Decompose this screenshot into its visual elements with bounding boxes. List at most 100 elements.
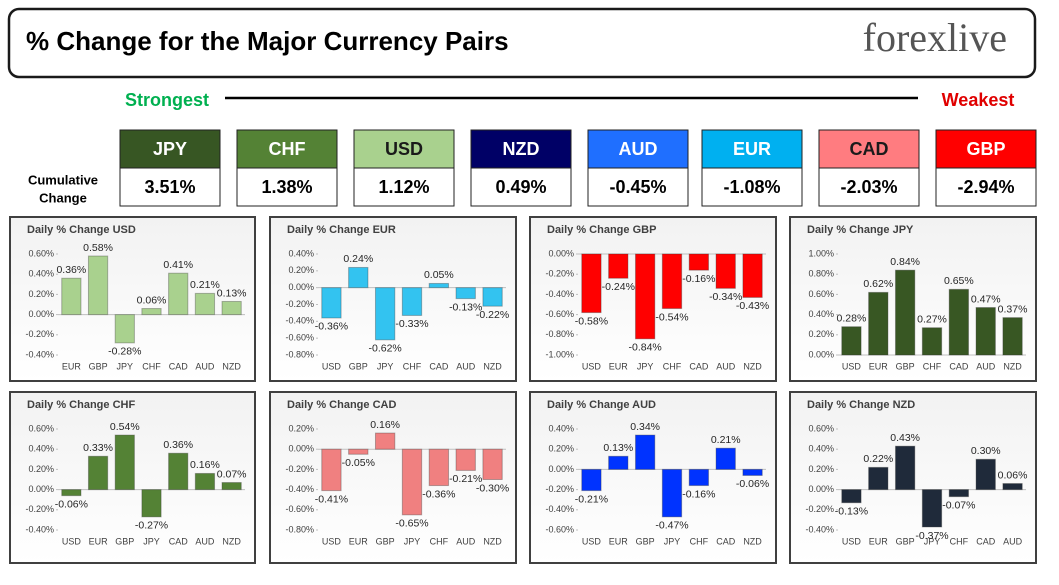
- currency-header: [470, 129, 572, 169]
- bar: [61, 489, 82, 497]
- y-tick-label: 0.40%: [28, 444, 54, 454]
- x-tick-label: EUR: [869, 361, 889, 371]
- x-tick-label: CHF: [950, 536, 969, 546]
- x-tick-label: AUD: [1003, 536, 1023, 546]
- value-label: 0.84%: [890, 256, 920, 268]
- x-tick-label: NZD: [483, 536, 502, 546]
- y-tick-label: 0.20%: [288, 265, 314, 275]
- x-tick-label: GBP: [636, 536, 655, 546]
- x-tick-label: CHF: [663, 361, 682, 371]
- logo: forexlive: [863, 15, 1007, 60]
- y-tick-label: -0.40%: [285, 484, 314, 494]
- x-tick-label: AUD: [195, 536, 215, 546]
- currency-value-box: [353, 167, 455, 207]
- bar: [661, 253, 683, 310]
- value-label: -0.65%: [395, 518, 428, 530]
- bar: [168, 452, 189, 491]
- bar: [87, 455, 109, 491]
- value-label: -0.62%: [369, 343, 402, 355]
- chart-title: Daily % Change AUD: [547, 399, 656, 411]
- x-tick-label: JPY: [404, 536, 421, 546]
- cumulative-label: Change: [39, 190, 87, 205]
- currency-value-box: [935, 167, 1037, 207]
- y-tick-label: 0.80%: [808, 269, 834, 279]
- x-tick-label: EUR: [869, 536, 889, 546]
- currency-value: -0.45%: [609, 177, 666, 197]
- page-title: % Change for the Major Currency Pairs: [26, 26, 509, 56]
- value-label: -0.13%: [449, 301, 482, 313]
- x-tick-label: EUR: [89, 536, 109, 546]
- x-tick-label: CAD: [716, 536, 736, 546]
- value-label: 0.22%: [863, 453, 893, 465]
- bar: [608, 253, 629, 279]
- x-tick-label: CAD: [689, 361, 709, 371]
- y-tick-label: 0.40%: [808, 444, 834, 454]
- x-tick-label: EUR: [349, 536, 369, 546]
- value-label: 0.24%: [343, 253, 373, 265]
- bar: [1002, 317, 1023, 356]
- y-tick-label: -0.60%: [545, 309, 574, 319]
- currency-value-box: [818, 167, 920, 207]
- y-tick-label: 0.00%: [28, 309, 54, 319]
- x-tick-label: GBP: [349, 361, 368, 371]
- bar: [975, 458, 996, 491]
- y-tick-label: 0.20%: [808, 464, 834, 474]
- bar: [321, 448, 342, 492]
- bar: [141, 308, 162, 316]
- y-tick-label: -1.00%: [545, 349, 574, 359]
- x-tick-label: USD: [842, 361, 862, 371]
- chart-title: Daily % Change NZD: [807, 399, 915, 411]
- x-tick-label: NZD: [743, 536, 762, 546]
- value-label: 0.47%: [971, 293, 1001, 305]
- bar: [194, 292, 216, 316]
- value-label: 0.36%: [163, 439, 193, 451]
- bar: [688, 253, 710, 271]
- x-tick-label: JPY: [924, 536, 941, 546]
- x-tick-label: JPY: [637, 361, 654, 371]
- currency-header: [353, 129, 455, 169]
- y-tick-label: 0.40%: [288, 248, 314, 258]
- bar: [581, 253, 602, 314]
- currency-name: GBP: [966, 139, 1005, 159]
- bar: [841, 326, 862, 356]
- x-tick-label: JPY: [117, 361, 134, 371]
- y-tick-label: -0.40%: [25, 524, 54, 534]
- header-box: [7, 7, 1037, 79]
- value-label: -0.41%: [315, 493, 348, 505]
- y-tick-label: -0.40%: [545, 289, 574, 299]
- x-tick-label: GBP: [89, 361, 108, 371]
- y-tick-label: -0.80%: [285, 349, 314, 359]
- x-tick-label: CHF: [430, 536, 449, 546]
- bar: [894, 445, 916, 491]
- y-tick-label: -0.40%: [285, 316, 314, 326]
- value-label: -0.28%: [108, 346, 141, 358]
- value-label: -0.06%: [55, 498, 88, 510]
- y-tick-label: 0.20%: [28, 464, 54, 474]
- value-label: -0.22%: [476, 309, 509, 321]
- x-tick-label: JPY: [664, 536, 681, 546]
- value-label: 0.43%: [890, 432, 920, 444]
- bar: [868, 466, 889, 491]
- bar: [374, 432, 396, 450]
- currency-name: AUD: [619, 139, 658, 159]
- chart-panel: Daily % Change CAD -0.80% -0.60% -0.40% -0.2…: [269, 391, 517, 564]
- value-label: 0.37%: [998, 303, 1028, 315]
- y-tick-label: -0.80%: [285, 524, 314, 534]
- bar: [348, 266, 369, 289]
- bar: [634, 253, 656, 340]
- y-tick-label: 0.00%: [288, 444, 314, 454]
- bar: [868, 291, 889, 356]
- chart-title: Daily % Change GBP: [547, 224, 656, 236]
- y-tick-label: -0.20%: [25, 329, 54, 339]
- value-label: 0.16%: [370, 419, 400, 431]
- y-tick-label: -0.80%: [545, 329, 574, 339]
- value-label: 0.41%: [163, 259, 193, 271]
- y-tick-label: 0.00%: [808, 484, 834, 494]
- value-label: 0.34%: [630, 421, 660, 433]
- currency-value: 0.49%: [495, 177, 546, 197]
- currency-header: [587, 129, 689, 169]
- bar: [374, 287, 396, 341]
- y-tick-label: 0.60%: [808, 289, 834, 299]
- x-tick-label: USD: [62, 536, 82, 546]
- y-tick-label: 0.40%: [548, 423, 574, 433]
